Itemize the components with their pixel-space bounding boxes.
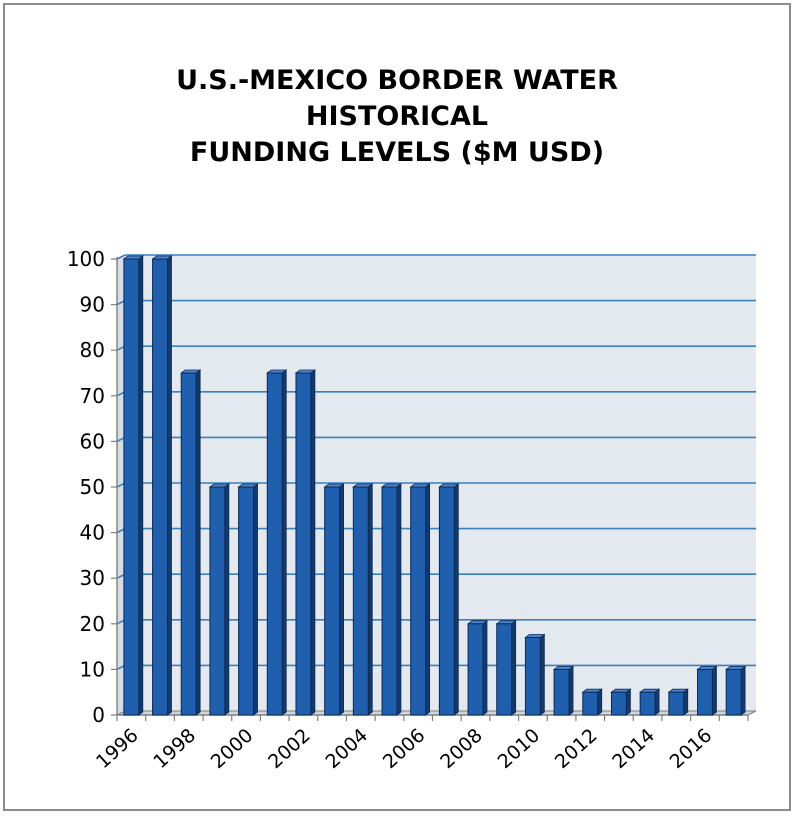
y-tick-label: 100 <box>67 247 105 271</box>
bar-front-face <box>152 258 168 716</box>
bar-side-face <box>712 665 717 716</box>
bar-2007 <box>438 483 460 716</box>
bar-side-face <box>683 688 689 716</box>
x-tick-label: 2004 <box>321 724 372 773</box>
bar-front-face <box>582 691 599 716</box>
bar-front-face <box>668 691 685 716</box>
y-tick-label: 60 <box>80 429 105 453</box>
bar-2017 <box>725 665 747 716</box>
bar-front-face <box>123 258 140 716</box>
bar-2006 <box>409 483 431 716</box>
x-tick-label: 2014 <box>608 724 659 773</box>
y-tick-label: 80 <box>80 338 105 362</box>
bar-2008 <box>466 619 489 716</box>
bars <box>122 255 747 716</box>
y-tick-label: 90 <box>80 293 105 317</box>
bar-side-face <box>396 483 402 716</box>
bar-side-face <box>625 688 631 716</box>
x-tick-label: 2008 <box>436 724 487 773</box>
bar-side-face <box>310 369 316 716</box>
bar-2013 <box>610 688 632 716</box>
bar-side-face <box>654 688 660 716</box>
bar-2009 <box>495 619 517 716</box>
bar-2005 <box>380 483 403 716</box>
bar-side-face <box>167 255 172 716</box>
x-tick-label: 2000 <box>207 724 258 773</box>
y-tick-label: 0 <box>92 703 105 727</box>
bar-1998 <box>180 369 202 716</box>
bar-2000 <box>237 483 259 716</box>
y-tick-label: 10 <box>80 657 105 681</box>
x-tick-label: 1996 <box>92 724 143 773</box>
bar-side-face <box>339 483 344 716</box>
x-axis-ticks: 1996 1998 2000 2002 2004 2006 2008 2010 2012 2014… <box>92 724 716 773</box>
chart-title-line-3: FUNDING LEVELS ($M USD) <box>189 137 605 168</box>
bar-side-face <box>224 483 230 716</box>
gridline-depth <box>116 254 126 260</box>
bar-side-face <box>453 483 459 716</box>
bar-side-face <box>597 688 603 716</box>
bar-2011 <box>552 665 575 716</box>
bar-front-face <box>496 623 513 716</box>
bar-side-face <box>138 255 144 716</box>
bar-front-face <box>610 691 627 716</box>
bar-2014 <box>638 688 661 716</box>
x-tick-label: 2016 <box>666 724 717 773</box>
y-axis-ticks: 0 10 20 30 40 50 60 70 80 90 100 <box>67 247 105 727</box>
bar-front-face <box>352 486 369 716</box>
y-tick-label: 70 <box>80 384 105 408</box>
x-tick-label: 2010 <box>494 724 545 773</box>
bar-1996 <box>122 255 144 716</box>
y-tick-label: 30 <box>80 566 105 590</box>
chart-title-line-2: HISTORICAL <box>305 101 489 132</box>
bar-2010 <box>524 633 546 716</box>
bar-front-face <box>295 372 312 716</box>
bar-side-face <box>367 483 373 716</box>
bar-front-face <box>725 668 742 716</box>
bar-front-face <box>324 486 341 716</box>
bar-side-face <box>253 483 258 716</box>
bar-front-face <box>467 623 484 716</box>
bar-2012 <box>581 688 603 716</box>
y-tick-label: 50 <box>80 475 105 499</box>
x-tick-label: 1998 <box>149 724 200 773</box>
y-tick-label: 20 <box>80 612 105 636</box>
bar-2001 <box>266 369 288 716</box>
bar-front-face <box>553 668 570 716</box>
bar-side-face <box>281 369 287 716</box>
bar-2003 <box>323 483 345 716</box>
x-tick-label: 2012 <box>551 724 602 773</box>
bar-front-face <box>180 372 197 716</box>
bar-front-face <box>438 486 455 716</box>
bar-front-face <box>266 372 283 716</box>
bar-2002 <box>294 369 317 716</box>
x-tick-label: 2006 <box>379 724 430 773</box>
bar-front-face <box>639 691 656 716</box>
bar-2015 <box>667 688 689 716</box>
y-tick-label: 40 <box>80 521 105 545</box>
chart-title: U.S.-MEXICO BORDER WATER HISTORICAL FUND… <box>5 63 789 171</box>
bar-front-face <box>410 486 427 716</box>
bar-front-face <box>381 486 398 716</box>
bar-side-face <box>482 619 488 716</box>
bar-2004 <box>352 483 374 716</box>
bar-side-face <box>511 619 517 716</box>
bar-1997 <box>151 255 173 716</box>
bar-2016 <box>696 665 718 716</box>
bar-side-face <box>539 633 545 716</box>
bar-side-face <box>195 369 201 716</box>
chart-title-line-1: U.S.-MEXICO BORDER WATER <box>176 65 618 96</box>
bar-front-face <box>697 668 713 716</box>
bar-side-face <box>425 483 431 716</box>
bar-side-face <box>568 665 574 716</box>
bar-1999 <box>208 483 231 716</box>
bar-front-face <box>238 486 255 716</box>
x-tick-label: 2002 <box>264 724 315 773</box>
bar-front-face <box>209 486 226 716</box>
bar-side-face <box>740 665 746 716</box>
bar-front-face <box>524 636 541 716</box>
